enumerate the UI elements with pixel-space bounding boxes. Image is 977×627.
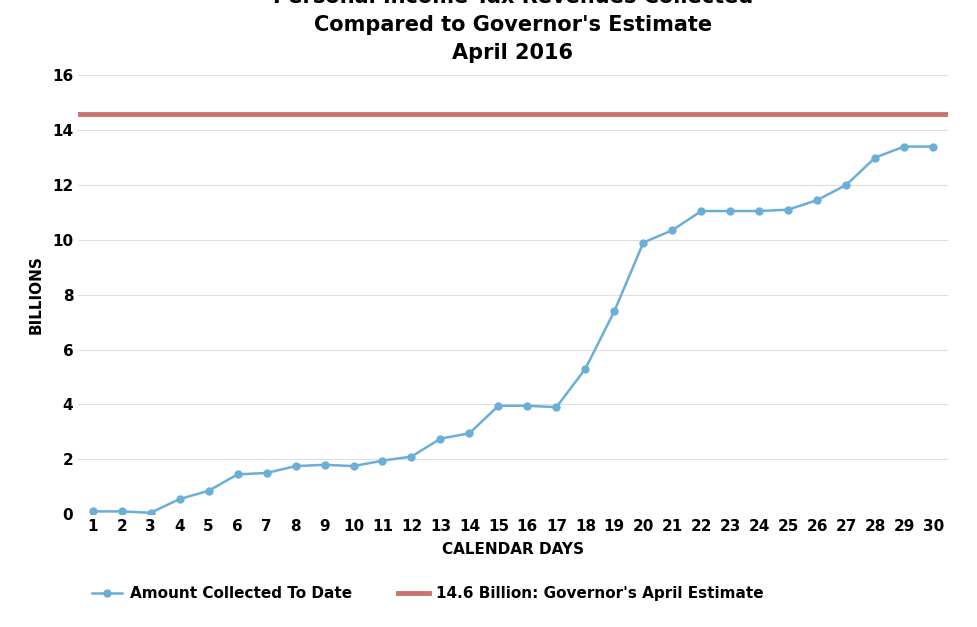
X-axis label: CALENDAR DAYS: CALENDAR DAYS — [442, 542, 584, 557]
Y-axis label: BILLIONS: BILLIONS — [28, 255, 44, 334]
Title: Personal Income Tax Revenues Collected
Compared to Governor's Estimate
April 201: Personal Income Tax Revenues Collected C… — [273, 0, 753, 63]
Legend: Amount Collected To Date, 14.6 Billion: Governor's April Estimate: Amount Collected To Date, 14.6 Billion: … — [86, 580, 770, 608]
